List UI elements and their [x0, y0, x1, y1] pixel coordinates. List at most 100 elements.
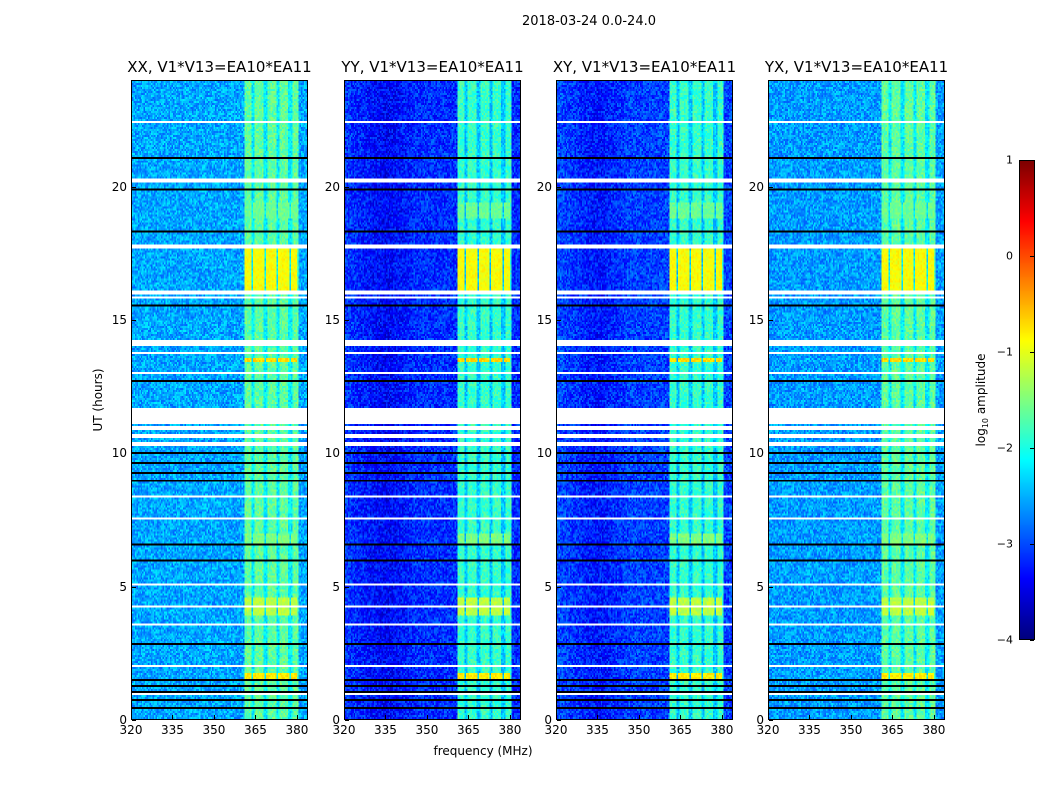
y-tick-label: 5	[119, 579, 127, 594]
colorbar-tick-label: −4	[996, 633, 1013, 647]
panel-axes	[556, 80, 733, 720]
y-tick-label: 5	[332, 579, 340, 594]
x-tick-label: 350	[627, 723, 651, 737]
x-tick	[131, 715, 132, 719]
y-tick	[132, 186, 136, 188]
y-tick-label: 5	[544, 579, 552, 594]
colorbar-tick-label: −1	[996, 345, 1013, 359]
colorbar-label: log10 amplitude	[974, 354, 990, 447]
y-tick-label: 15	[111, 313, 127, 327]
panel-title: XY, V1*V13=EA10*EA11	[552, 58, 737, 76]
x-tick-label: 320	[756, 723, 780, 737]
panel-axes	[131, 80, 308, 720]
x-tick-label: 380	[710, 723, 734, 737]
x-tick	[255, 715, 257, 719]
x-tick-label: 380	[498, 723, 522, 737]
panel-title: XX, V1*V13=EA10*EA11	[127, 58, 312, 76]
y-tick-label: 15	[748, 313, 764, 327]
y-tick-label: 15	[536, 313, 552, 327]
figure-title: 2018-03-24 0.0-24.0	[522, 14, 656, 29]
y-tick-label: 20	[324, 179, 340, 194]
x-tick	[385, 715, 387, 719]
colorbar-gradient	[1020, 161, 1034, 639]
colorbar-tick	[1030, 256, 1034, 257]
y-tick-label: 10	[111, 446, 127, 461]
y-tick	[557, 453, 561, 455]
x-tick-label: 365	[881, 723, 904, 737]
x-tick-label: 365	[457, 723, 480, 737]
colorbar-tick	[1030, 352, 1034, 353]
panel-title: YY, V1*V13=EA10*EA11	[341, 58, 524, 76]
heatmap-image	[132, 81, 307, 719]
x-tick	[344, 715, 345, 719]
y-tick	[557, 186, 561, 188]
x-tick-label: 365	[244, 723, 267, 737]
x-tick	[213, 715, 215, 719]
y-tick-label: 20	[748, 179, 764, 194]
y-tick	[132, 586, 136, 588]
x-tick-label: 320	[332, 723, 356, 737]
colorbar-label-rest: amplitude	[973, 353, 988, 418]
x-tick	[680, 715, 682, 719]
x-tick	[556, 715, 557, 719]
y-tick	[345, 720, 349, 721]
x-tick-label: 380	[285, 723, 309, 737]
y-tick-label: 10	[536, 446, 552, 461]
x-tick	[296, 715, 298, 719]
y-tick	[557, 720, 561, 721]
x-tick	[933, 715, 935, 719]
heatmap-image	[557, 81, 732, 719]
y-tick-label: 0	[756, 713, 764, 727]
y-tick	[769, 586, 773, 588]
colorbar	[1019, 160, 1035, 640]
y-tick-label: 0	[544, 713, 552, 727]
y-tick-label: 10	[748, 446, 764, 461]
y-tick	[769, 453, 773, 455]
y-tick-label: 0	[332, 713, 340, 727]
y-tick	[769, 720, 773, 721]
colorbar-tick-label: 0	[1006, 249, 1013, 263]
y-tick-label: 5	[756, 579, 764, 594]
y-tick	[557, 586, 561, 588]
y-tick	[132, 720, 136, 721]
x-tick	[809, 715, 811, 719]
x-tick	[468, 715, 470, 719]
y-tick	[769, 320, 773, 321]
y-tick	[132, 320, 136, 321]
colorbar-tick	[1030, 640, 1034, 641]
colorbar-tick	[1030, 544, 1034, 545]
colorbar-tick-label: −2	[996, 441, 1013, 455]
y-tick-label: 15	[324, 313, 340, 327]
heatmap-image	[345, 81, 520, 719]
x-tick-label: 335	[161, 723, 184, 737]
colorbar-tick-label: −3	[996, 537, 1013, 551]
x-tick-label: 335	[374, 723, 397, 737]
x-tick-label: 365	[669, 723, 692, 737]
x-tick	[638, 715, 640, 719]
x-tick	[892, 715, 894, 719]
panel-title: YX, V1*V13=EA10*EA11	[764, 58, 949, 76]
x-tick-label: 335	[798, 723, 821, 737]
colorbar-label-main: log	[973, 428, 988, 447]
colorbar-tick-label: 1	[1006, 153, 1013, 167]
x-tick	[172, 715, 174, 719]
y-tick	[132, 453, 136, 455]
colorbar-tick	[1030, 448, 1034, 449]
x-tick	[721, 715, 723, 719]
heatmap-image	[769, 81, 944, 719]
y-tick	[345, 186, 349, 188]
x-tick-label: 380	[922, 723, 946, 737]
panel-axes	[768, 80, 945, 720]
y-tick-label: 20	[111, 179, 127, 194]
x-tick-label: 350	[202, 723, 226, 737]
y-tick	[345, 320, 349, 321]
y-axis-label: UT (hours)	[91, 368, 105, 432]
y-tick-label: 20	[536, 179, 552, 194]
y-tick	[345, 453, 349, 455]
x-tick-label: 350	[839, 723, 863, 737]
x-tick-label: 320	[119, 723, 143, 737]
x-tick	[768, 715, 769, 719]
x-axis-label: frequency (MHz)	[433, 744, 533, 758]
y-tick-label: 10	[324, 446, 340, 461]
